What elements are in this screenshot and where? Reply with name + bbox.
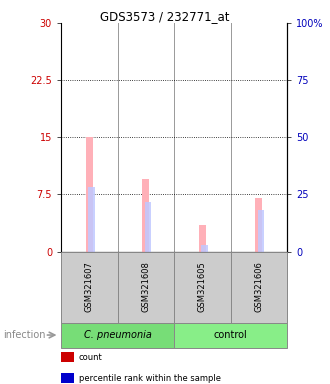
Text: infection: infection bbox=[3, 330, 46, 340]
Text: GSM321608: GSM321608 bbox=[141, 262, 150, 313]
Text: GSM321606: GSM321606 bbox=[254, 262, 263, 313]
Text: GSM321607: GSM321607 bbox=[85, 262, 94, 313]
Bar bbox=[145, 202, 151, 252]
Bar bbox=[258, 210, 265, 252]
Text: percentile rank within the sample: percentile rank within the sample bbox=[79, 374, 220, 383]
Bar bbox=[143, 179, 149, 252]
Bar bbox=[86, 137, 93, 252]
Text: GSM321605: GSM321605 bbox=[198, 262, 207, 313]
Bar bbox=[255, 198, 262, 252]
Text: control: control bbox=[214, 330, 248, 340]
Text: GDS3573 / 232771_at: GDS3573 / 232771_at bbox=[100, 10, 230, 23]
Text: C. pneumonia: C. pneumonia bbox=[83, 330, 151, 340]
Bar bbox=[88, 187, 95, 252]
Bar bbox=[201, 245, 208, 252]
Bar bbox=[199, 225, 206, 252]
Text: count: count bbox=[79, 353, 102, 362]
